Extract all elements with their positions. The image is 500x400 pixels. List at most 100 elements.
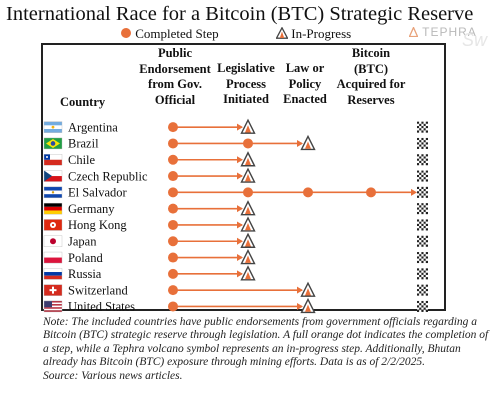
country-row: Russia (43, 265, 428, 281)
volcano-icon (240, 216, 256, 232)
volcano-icon (240, 151, 256, 167)
completed-dot (243, 138, 253, 149)
country-row: El Salvador (43, 186, 428, 200)
country-label: Russia (68, 267, 102, 281)
completed-dot-icon (121, 28, 131, 38)
completed-dot (168, 285, 178, 296)
header-public-endorsement: Public Endorsement from Gov. Official (135, 46, 215, 108)
volcano-icon (300, 281, 316, 297)
country-label: Switzerland (68, 283, 128, 297)
arrow-head (237, 270, 243, 278)
header-line: Legislative (217, 61, 275, 75)
finish-flag-icon (417, 219, 428, 231)
footnote: Note: The included countries have public… (43, 316, 493, 383)
legend-in-progress: In-Progress (275, 26, 352, 42)
header-legislative-process: Legislative Process Initiated (208, 61, 284, 108)
country-label: Hong Kong (68, 218, 127, 232)
header-line: Law or (285, 61, 325, 75)
finish-flag-icon (417, 170, 428, 182)
volcano-icon (240, 265, 256, 281)
header-line: (BTC) (353, 61, 389, 76)
volcano-icon (300, 134, 316, 151)
country-row: Czech Republic (43, 167, 428, 183)
arrow-head (297, 286, 303, 294)
finish-flag-icon (417, 121, 428, 133)
country-row: Germany (43, 200, 428, 216)
header-law-enacted: Law or Policy Enacted (274, 61, 336, 108)
header-line: Process (225, 76, 267, 91)
header-line: Bitcoin (351, 46, 391, 60)
completed-dot (366, 187, 376, 198)
chart-title: International Race for a Bitcoin (BTC) S… (6, 3, 474, 25)
country-label: Czech Republic (68, 169, 148, 183)
legend: Completed Step In-Progress (0, 26, 500, 44)
completed-dot (168, 219, 178, 230)
header-country: Country (60, 95, 106, 109)
volcano-icon (240, 118, 256, 134)
brand-name: TEPHRA (422, 25, 477, 39)
volcano-icon (275, 26, 289, 39)
arrow-head (237, 205, 243, 213)
legend-in-progress-label: In-Progress (291, 26, 352, 41)
finish-flag-icon (417, 203, 428, 215)
arrow-head (237, 254, 243, 262)
country-row: Hong Kong (43, 216, 428, 232)
header-line: Public (157, 46, 193, 60)
chart-frame (41, 43, 446, 311)
header-line: Reserves (347, 92, 395, 107)
volcano-icon (240, 248, 256, 265)
header-line: Policy (288, 76, 322, 91)
arrow-head (237, 156, 243, 164)
arrow-head (237, 237, 243, 245)
arrow-head (411, 188, 417, 196)
completed-dot (243, 187, 253, 198)
finish-flag-icon (417, 284, 428, 296)
country-label: El Salvador (68, 186, 128, 200)
completed-dot (168, 122, 178, 133)
country-label: Chile (68, 153, 96, 167)
header-line: from Gov. (148, 77, 202, 91)
completed-dot (168, 236, 178, 247)
volcano-icon (240, 232, 256, 248)
legend-completed-label: Completed Step (135, 26, 219, 41)
header-btc-acquired: Bitcoin (BTC) Acquired for Reserves (329, 46, 413, 108)
completed-dot (168, 138, 178, 149)
country-row: Switzerland (43, 281, 428, 297)
arrow-head (297, 302, 303, 310)
header-line: Acquired for (336, 77, 406, 91)
brand-volcano-icon (408, 25, 419, 38)
completed-dot (168, 301, 178, 312)
finish-flag-icon (417, 268, 428, 280)
footnote-body: Note: The included countries have public… (43, 316, 489, 369)
finish-flag-icon (417, 252, 428, 264)
header-line: Enacted (283, 92, 327, 106)
country-row: Chile (43, 151, 428, 167)
brand-logo: TEPHRA (408, 25, 477, 39)
country-row: United States (43, 297, 428, 314)
country-label: Argentina (68, 120, 118, 134)
country-label: Germany (68, 202, 115, 216)
header-line: Initiated (223, 92, 269, 106)
watermark: Sw (462, 30, 488, 50)
header-line: Official (154, 92, 196, 107)
completed-dot (168, 252, 178, 263)
finish-flag-icon (417, 137, 428, 149)
header-line: Endorsement (139, 61, 211, 76)
completed-dot (303, 187, 313, 198)
country-row: Poland (43, 248, 428, 265)
volcano-icon (240, 167, 256, 183)
country-row: Brazil (43, 134, 428, 151)
country-row: Argentina (43, 118, 428, 134)
finish-flag-icon (417, 300, 428, 312)
country-label: Poland (68, 251, 103, 265)
arrow-head (297, 139, 303, 147)
volcano-icon (240, 200, 256, 216)
finish-flag-icon (417, 154, 428, 166)
country-row: Japan (43, 232, 428, 248)
country-label: United States (68, 300, 135, 314)
arrow-head (237, 172, 243, 180)
footnote-source: Source: Various news articles. (43, 369, 183, 382)
arrow-head (237, 221, 243, 229)
completed-dot (168, 154, 178, 165)
